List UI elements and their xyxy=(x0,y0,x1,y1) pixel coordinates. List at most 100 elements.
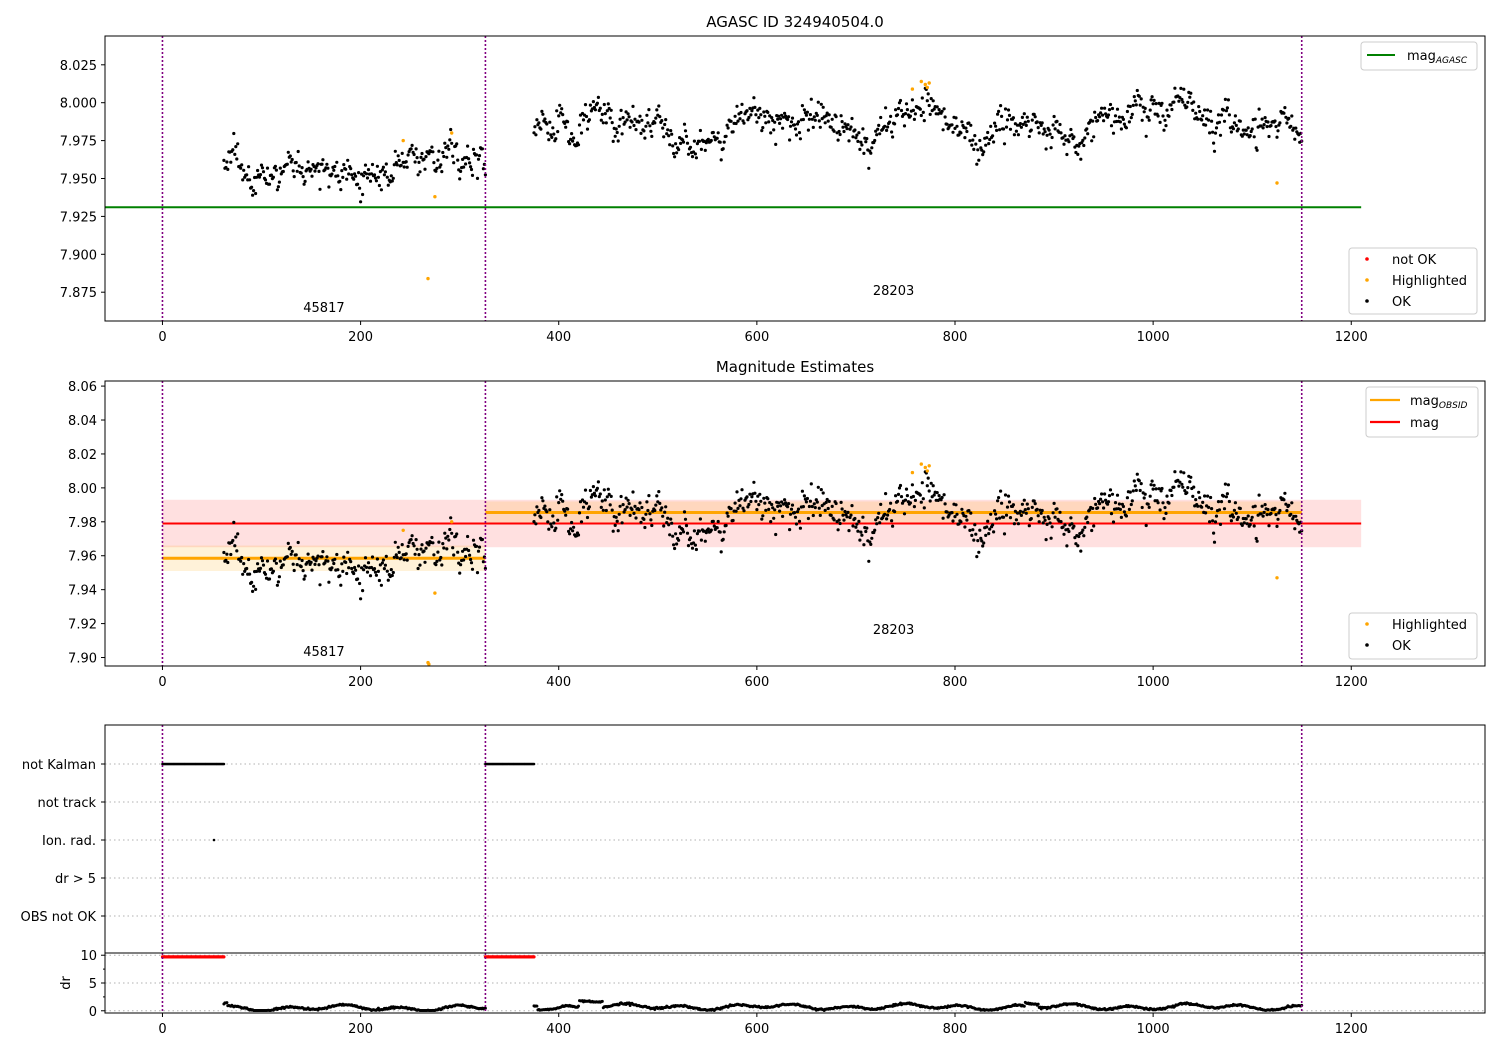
ok-point xyxy=(448,527,452,532)
ok-point xyxy=(715,136,719,140)
ok-point xyxy=(769,520,773,524)
panel2-title: Magnitude Estimates xyxy=(716,358,874,376)
ok-point xyxy=(771,506,775,510)
ok-point xyxy=(839,114,843,118)
p4-ytick-label: 5 xyxy=(89,977,97,992)
ok-point xyxy=(953,126,957,130)
ok-point xyxy=(317,169,321,173)
ok-point xyxy=(889,501,893,505)
ok-point xyxy=(715,526,719,530)
ok-point xyxy=(621,503,625,507)
ok-point xyxy=(420,543,424,547)
ok-point xyxy=(970,533,974,538)
ok-point xyxy=(600,112,604,116)
ok-point xyxy=(682,510,687,514)
ok-point xyxy=(569,527,573,531)
ok-point xyxy=(1076,544,1080,548)
ok-point xyxy=(397,158,401,162)
ok-point xyxy=(415,156,419,160)
ok-point xyxy=(1259,512,1263,516)
ok-point xyxy=(439,555,443,560)
ok-point xyxy=(440,170,444,174)
ok-point xyxy=(788,138,792,142)
ok-point xyxy=(368,574,373,578)
ok-point xyxy=(779,117,783,121)
ok-point xyxy=(787,115,791,119)
ok-point xyxy=(1213,520,1218,524)
ok-point xyxy=(1029,517,1033,521)
ok-point xyxy=(793,127,798,131)
ok-point xyxy=(317,563,321,567)
ok-point xyxy=(879,502,883,506)
ok-point xyxy=(790,503,795,507)
ok-point xyxy=(583,488,588,492)
ok-point xyxy=(800,489,805,493)
ok-point xyxy=(957,133,961,137)
ok-point xyxy=(558,103,562,107)
ok-point xyxy=(888,120,892,124)
ok-point xyxy=(585,127,590,131)
ok-point xyxy=(546,131,550,135)
ok-point xyxy=(325,162,329,166)
ok-point xyxy=(740,488,744,492)
ok-point xyxy=(415,547,419,551)
ok-point xyxy=(773,508,777,512)
ok-point xyxy=(661,126,665,130)
ok-point xyxy=(1177,99,1181,103)
ok-point xyxy=(1002,142,1007,146)
ok-point xyxy=(731,130,735,134)
ok-point xyxy=(911,494,916,499)
ok-point xyxy=(1234,123,1238,127)
ok-point xyxy=(620,132,624,136)
ok-point xyxy=(229,160,233,164)
ok-point xyxy=(953,515,957,519)
highlighted-point xyxy=(433,195,437,199)
p4-xtick-label: 600 xyxy=(744,1022,769,1037)
ok-point xyxy=(910,98,915,102)
ok-point xyxy=(1191,494,1195,498)
ok-point xyxy=(821,105,825,109)
ok-point xyxy=(1024,511,1028,515)
ok-point xyxy=(583,103,588,107)
ok-point xyxy=(806,516,811,521)
ok-point xyxy=(682,122,687,126)
ok-point xyxy=(804,113,809,117)
ok-point xyxy=(394,553,398,557)
ok-point xyxy=(874,518,878,522)
ok-point xyxy=(587,118,592,122)
ok-point xyxy=(726,514,730,518)
ok-point xyxy=(627,502,631,506)
ok-point xyxy=(325,555,329,559)
ok-point xyxy=(677,148,681,152)
ok-point xyxy=(815,113,819,117)
ok-point xyxy=(459,169,463,173)
ok-point xyxy=(1101,500,1105,504)
ok-point xyxy=(1221,108,1226,112)
ok-point xyxy=(313,169,317,173)
ok-point xyxy=(780,500,784,504)
ok-point xyxy=(592,491,597,495)
ok-point xyxy=(619,108,623,112)
ok-point xyxy=(643,136,647,140)
ok-point xyxy=(874,129,878,133)
ok-point xyxy=(895,499,900,503)
ok-point xyxy=(1055,119,1059,123)
ok-point xyxy=(1259,124,1263,128)
ok-point xyxy=(1157,101,1161,105)
ok-point xyxy=(480,147,484,151)
ok-point xyxy=(265,166,270,170)
ok-point xyxy=(1172,485,1176,489)
ok-point xyxy=(809,482,813,486)
ok-point xyxy=(615,130,619,135)
ok-point xyxy=(1106,113,1111,117)
ok-point xyxy=(363,556,368,560)
ok-point xyxy=(274,168,278,172)
ok-point xyxy=(634,128,638,132)
ok-point xyxy=(557,501,561,505)
ok-point xyxy=(960,120,964,124)
ok-point xyxy=(352,177,356,181)
ok-point xyxy=(608,503,612,507)
ok-point xyxy=(1098,115,1102,119)
ok-point xyxy=(632,123,636,128)
ok-point xyxy=(1182,87,1186,91)
